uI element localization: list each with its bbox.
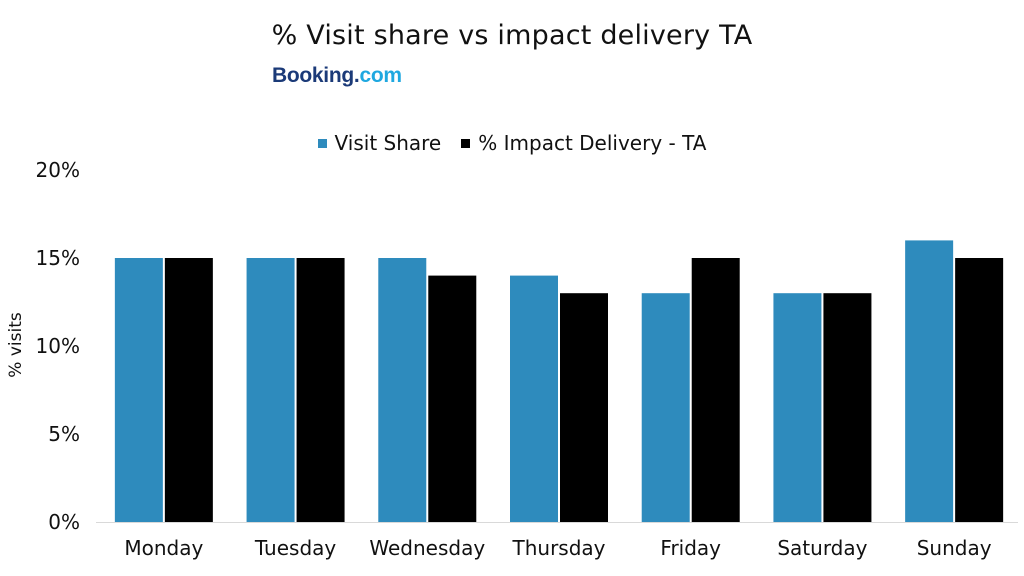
y-tick-label: 5%: [48, 422, 80, 446]
y-tick-label: 20%: [36, 158, 80, 182]
bar-impact-delivery-tuesday: [296, 258, 345, 522]
legend-label-visit-share: Visit Share: [334, 131, 442, 155]
logo-tld-text: com: [359, 64, 402, 87]
chart-title: % Visit share vs impact delivery TA: [271, 20, 753, 51]
x-tick-label: Thursday: [512, 536, 606, 560]
booking-logo: Booking.com: [272, 62, 402, 90]
y-tick-label: 15%: [36, 246, 80, 270]
bar-impact-delivery-thursday: [560, 293, 608, 522]
bar-impact-delivery-wednesday: [428, 275, 477, 522]
legend-label-impact-delivery: % Impact Delivery - TA: [478, 131, 707, 155]
bar-visit-share-thursday: [510, 275, 558, 522]
bar-visit-share-saturday: [773, 293, 822, 522]
x-tick-label: Tuesday: [254, 536, 337, 560]
bar-visit-share-sunday: [905, 240, 954, 522]
x-tick-label: Sunday: [917, 536, 992, 560]
chart-legend: Visit Share % Impact Delivery - TA: [0, 131, 1024, 155]
bar-visit-share-friday: [641, 293, 690, 522]
legend-swatch-impact-delivery: [461, 138, 471, 148]
bar-impact-delivery-monday: [164, 258, 213, 522]
bar-impact-delivery-friday: [691, 258, 740, 522]
logo-main-text: Booking: [272, 64, 354, 87]
legend-swatch-visit-share: [317, 138, 327, 148]
y-tick-label: 0%: [48, 510, 80, 534]
bar-impact-delivery-sunday: [955, 258, 1004, 522]
y-tick-label: 10%: [36, 334, 80, 358]
bar-visit-share-monday: [114, 258, 163, 522]
x-tick-label: Saturday: [777, 536, 867, 560]
bar-visit-share-tuesday: [246, 258, 295, 522]
bar-visit-share-wednesday: [378, 258, 427, 522]
x-tick-label: Friday: [660, 536, 721, 560]
legend-item-visit-share: Visit Share: [317, 131, 442, 155]
x-tick-label: Monday: [124, 536, 203, 560]
legend-item-impact-delivery: % Impact Delivery - TA: [461, 131, 706, 155]
logo-dot: .: [353, 64, 360, 87]
bar-impact-delivery-saturday: [823, 293, 872, 522]
x-tick-label: Wednesday: [369, 536, 485, 560]
